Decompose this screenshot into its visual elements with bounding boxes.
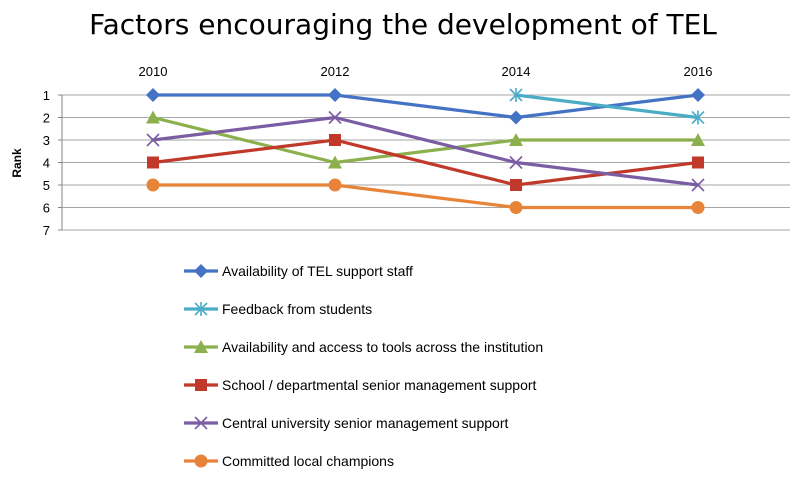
data-point [691,133,705,146]
legend-entry: Availability of TEL support staff [184,263,413,279]
series-line [151,115,700,187]
data-point [146,110,160,124]
data-point [691,178,705,192]
data-point [509,88,523,102]
legend-marker [194,340,208,353]
legend-label: School / departmental senior management … [222,377,537,393]
legend-marker [194,454,208,468]
series-4 [146,110,705,192]
data-point [692,156,704,169]
data-point [691,88,705,102]
data-point [329,134,341,146]
y-tick-label: 3 [43,133,50,148]
data-point [146,133,160,147]
legend-label: Central university senior management sup… [222,415,508,431]
legend-label: Availability and access to tools across … [222,339,543,355]
data-point [328,110,342,125]
y-tick-label: 5 [43,178,50,193]
data-point [691,110,705,125]
legend-label: Feedback from students [222,301,372,317]
legend: Availability of TEL support staff Feedbac… [184,263,543,469]
data-point [147,156,159,169]
legend-entry: School / departmental senior management … [184,377,537,393]
legend-entry: Availability and access to tools across … [184,339,543,355]
y-tick-label: 1 [43,88,50,103]
legend-marker [195,379,207,391]
data-point [328,155,342,169]
legend-entry: Feedback from students [184,301,372,317]
x-tick-label: 2016 [684,64,713,79]
data-point [328,88,342,102]
legend-entry: Committed local champions [184,453,394,469]
y-tick-label: 4 [43,156,50,171]
data-point [146,178,160,192]
series-0 [146,88,705,125]
x-tick-label: 2014 [502,64,531,79]
legend-marker [194,416,208,430]
legend-label: Availability of TEL support staff [222,263,413,279]
data-point [328,178,342,192]
chart-title: Factors encouraging the development of T… [89,8,717,41]
data-point [510,179,522,191]
x-tick-label: 2010 [139,64,168,79]
legend-label: Committed local champions [222,453,394,469]
series-line [151,183,700,210]
data-point [146,88,160,102]
series-2 [146,110,705,169]
series-line [514,93,700,120]
x-tick-label: 2012 [321,64,350,79]
series-1 [509,88,705,125]
legend-entry: Central university senior management sup… [184,415,508,431]
series-line [151,115,700,165]
data-point [509,201,523,214]
legend-marker [194,302,208,316]
legend-marker [194,264,208,278]
y-tick-label: 2 [43,111,50,126]
y-tick-label: 6 [43,201,50,216]
data-point [509,133,523,146]
data-point [509,155,523,170]
y-axis-label: Rank [10,148,24,178]
series-5 [146,178,705,214]
data-point [691,201,705,214]
data-point [509,110,523,125]
y-tick-label: 7 [43,223,50,238]
plot-area: 1 2 3 4 5 6 7 2010 2012 2014 2016 [43,64,790,238]
